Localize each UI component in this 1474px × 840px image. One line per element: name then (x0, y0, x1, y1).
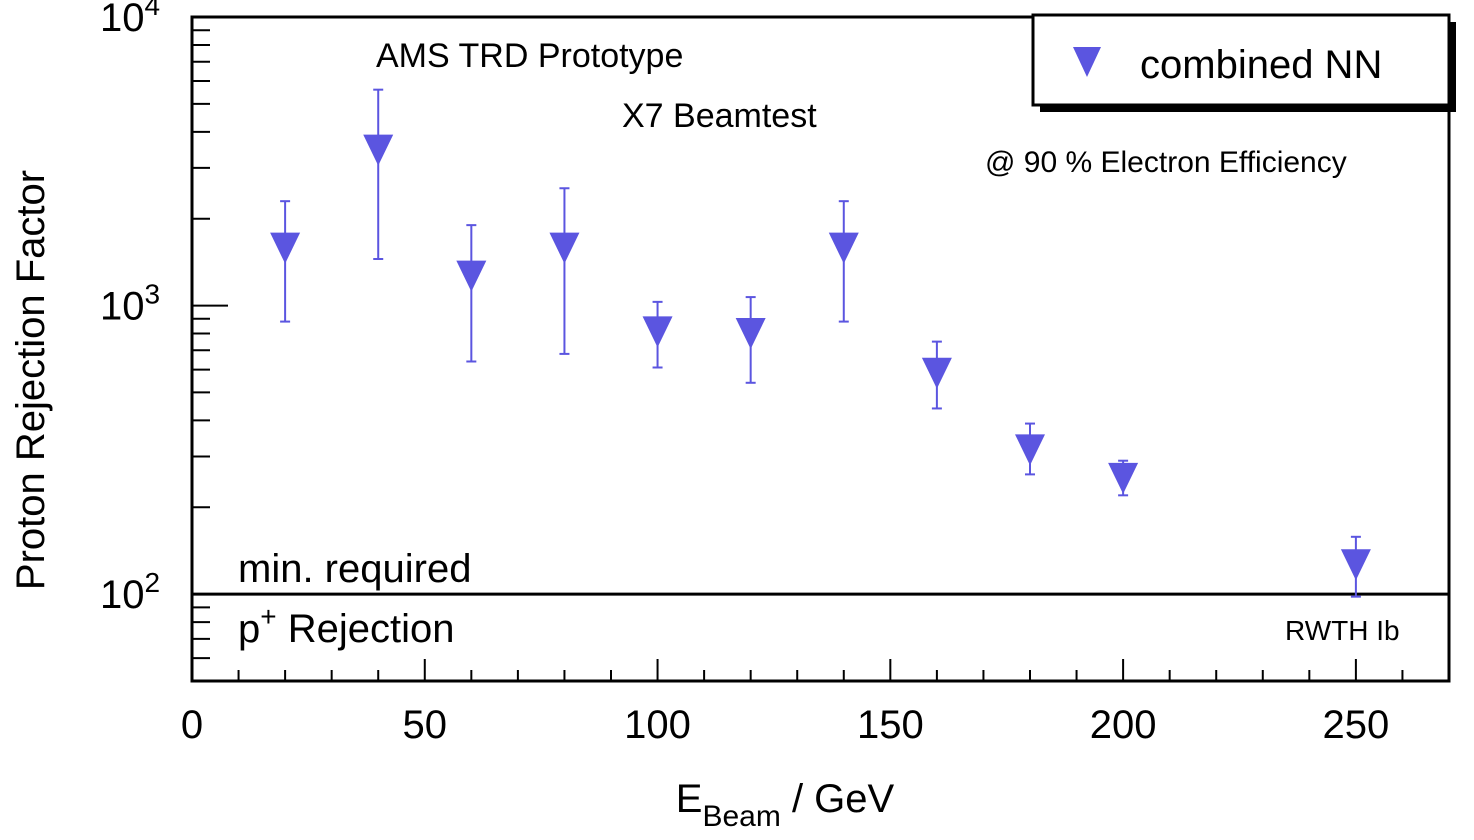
x-tick-labels: 0 50 100 150 200 250 (181, 703, 1389, 747)
data-point (1108, 459, 1139, 497)
triangle-marker (735, 317, 766, 349)
x-axis-label: EBeam / GeV (676, 777, 895, 833)
legend-label: combined NN (1140, 43, 1382, 87)
data-point (1340, 535, 1371, 598)
triangle-marker (456, 260, 487, 292)
legend-marker (1073, 47, 1101, 77)
data-point (642, 300, 673, 369)
data-point (270, 200, 301, 323)
data-points (270, 88, 1371, 598)
threshold-label-bottom: p+ Rejection (238, 601, 454, 651)
data-point (1015, 422, 1045, 476)
data-point (735, 296, 766, 384)
triangle-marker (642, 316, 673, 348)
y-axis-label: Proton Rejection Factor (9, 170, 53, 590)
triangle-marker (549, 232, 580, 264)
triangle-marker (1108, 462, 1139, 494)
efficiency-note: @ 90 % Electron Efficiency (985, 146, 1347, 179)
y-tick-labels: 102 103 104 (100, 0, 160, 617)
credit-label: RWTH Ib (1285, 615, 1400, 646)
x-tick-label: 250 (1323, 703, 1390, 747)
axis-ticks (191, 16, 1450, 682)
data-point (921, 340, 952, 410)
x-tick-label: 50 (403, 703, 448, 747)
y-tick-label: 103 (100, 279, 160, 329)
title-line1: AMS TRD Prototype (376, 37, 683, 75)
triangle-marker (921, 357, 952, 389)
x-tick-label: 100 (624, 703, 691, 747)
plot-frame (190, 15, 1451, 683)
triangle-marker (1340, 549, 1371, 581)
x-tick-label: 200 (1090, 703, 1157, 747)
y-tick-label: 104 (100, 0, 160, 40)
legend: combined NN (1031, 13, 1456, 112)
triangle-marker (270, 232, 301, 264)
triangle-marker (1015, 434, 1045, 466)
data-point (828, 200, 859, 323)
data-point (549, 187, 580, 355)
y-tick-label: 102 (100, 567, 160, 617)
x-tick-label: 150 (857, 703, 924, 747)
triangle-marker (363, 134, 394, 166)
x-tick-label: 0 (181, 703, 203, 747)
legend-box (1031, 13, 1451, 107)
triangle-marker (828, 232, 859, 264)
data-point (456, 224, 487, 363)
title-line2: X7 Beamtest (622, 97, 817, 135)
threshold-label-top: min. required (238, 547, 471, 591)
data-point (363, 88, 394, 261)
